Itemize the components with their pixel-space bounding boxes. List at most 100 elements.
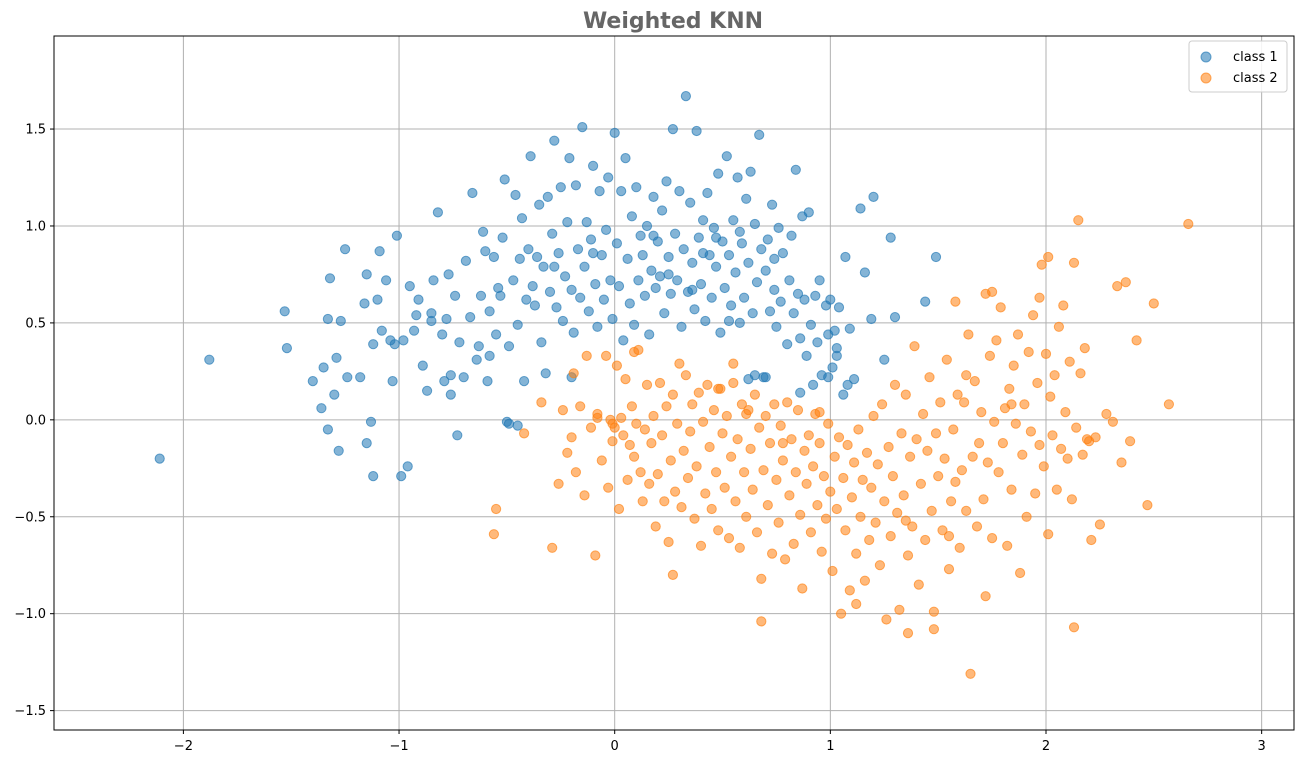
data-point-class-1 bbox=[721, 151, 732, 162]
data-point-class-2 bbox=[1019, 399, 1030, 410]
data-point-class-1 bbox=[773, 222, 784, 233]
data-point-class-1 bbox=[700, 315, 711, 327]
data-point-class-2 bbox=[784, 490, 795, 501]
data-point-class-2 bbox=[782, 397, 793, 408]
data-point-class-1 bbox=[335, 315, 346, 327]
data-point-class-2 bbox=[915, 478, 927, 489]
data-point-class-2 bbox=[1049, 370, 1060, 381]
data-point-class-2 bbox=[961, 370, 972, 381]
data-point-class-2 bbox=[635, 467, 646, 478]
data-point-class-1 bbox=[516, 213, 528, 224]
data-point-class-2 bbox=[641, 379, 653, 390]
data-point-class-1 bbox=[678, 244, 689, 255]
data-point-class-2 bbox=[1075, 368, 1086, 379]
data-point-class-2 bbox=[902, 550, 914, 561]
data-point-class-2 bbox=[851, 598, 862, 610]
data-point-class-1 bbox=[413, 294, 424, 305]
data-point-class-1 bbox=[536, 337, 547, 348]
data-point-class-1 bbox=[624, 298, 635, 309]
data-point-class-2 bbox=[823, 418, 834, 429]
data-point-class-2 bbox=[728, 358, 739, 369]
data-point-class-2 bbox=[844, 585, 855, 596]
data-point-class-2 bbox=[1043, 529, 1054, 540]
data-point-class-2 bbox=[833, 432, 845, 443]
data-point-class-2 bbox=[943, 531, 955, 542]
data-point-class-1 bbox=[514, 253, 525, 264]
x-tick-label: −2 bbox=[174, 739, 193, 754]
data-point-class-1 bbox=[340, 244, 351, 255]
data-point-class-2 bbox=[928, 606, 940, 617]
data-point-class-2 bbox=[797, 583, 808, 594]
data-point-class-2 bbox=[827, 565, 838, 577]
data-point-class-2 bbox=[961, 505, 972, 516]
data-point-class-2 bbox=[708, 405, 720, 416]
data-point-class-1 bbox=[622, 253, 633, 264]
data-point-class-2 bbox=[963, 329, 974, 340]
data-point-class-1 bbox=[786, 230, 797, 241]
data-point-class-1 bbox=[473, 341, 484, 352]
data-point-class-2 bbox=[570, 467, 582, 478]
data-point-class-1 bbox=[784, 275, 795, 286]
data-point-class-2 bbox=[1101, 408, 1112, 420]
data-point-class-2 bbox=[898, 490, 909, 501]
data-point-class-1 bbox=[631, 182, 642, 193]
data-point-class-2 bbox=[739, 467, 750, 478]
data-point-class-1 bbox=[575, 292, 586, 303]
data-point-class-2 bbox=[568, 368, 579, 379]
data-point-class-1 bbox=[825, 294, 836, 305]
data-point-class-1 bbox=[695, 279, 707, 290]
data-point-class-2 bbox=[889, 379, 901, 390]
data-point-class-1 bbox=[471, 354, 482, 365]
data-point-class-1 bbox=[706, 292, 717, 303]
data-point-class-2 bbox=[713, 525, 724, 536]
data-point-class-2 bbox=[840, 525, 851, 536]
data-point-class-1 bbox=[555, 182, 566, 193]
data-point-class-1 bbox=[739, 292, 750, 303]
data-point-class-2 bbox=[1030, 488, 1041, 499]
data-point-class-2 bbox=[723, 533, 735, 544]
data-point-class-2 bbox=[519, 428, 530, 439]
data-point-class-2 bbox=[1071, 422, 1082, 433]
y-tick-label: 0.5 bbox=[25, 316, 46, 331]
data-point-class-2 bbox=[646, 438, 657, 449]
data-point-class-1 bbox=[767, 199, 778, 210]
data-point-class-1 bbox=[713, 168, 724, 179]
data-point-class-2 bbox=[857, 474, 868, 485]
data-point-class-2 bbox=[1086, 534, 1097, 546]
data-point-class-1 bbox=[361, 438, 372, 449]
data-point-class-1 bbox=[480, 246, 491, 257]
data-point-class-1 bbox=[732, 172, 743, 183]
data-point-class-2 bbox=[991, 335, 1002, 346]
data-point-class-1 bbox=[426, 315, 437, 327]
data-point-class-1 bbox=[519, 376, 530, 387]
data-point-class-2 bbox=[706, 503, 717, 515]
data-point-class-2 bbox=[853, 424, 864, 435]
data-point-class-2 bbox=[790, 467, 801, 478]
data-point-class-1 bbox=[760, 265, 771, 276]
data-point-class-2 bbox=[557, 405, 569, 416]
y-tick-label: 0.0 bbox=[25, 413, 46, 428]
data-point-class-2 bbox=[769, 399, 780, 410]
data-point-class-2 bbox=[1112, 281, 1123, 292]
data-point-class-2 bbox=[672, 418, 683, 429]
data-point-class-1 bbox=[387, 376, 398, 387]
legend: class 1 class 2 bbox=[1188, 40, 1288, 93]
data-point-class-1 bbox=[355, 372, 366, 383]
data-point-class-2 bbox=[788, 538, 799, 550]
data-point-class-1 bbox=[598, 294, 610, 305]
data-point-class-1 bbox=[708, 222, 720, 233]
data-point-class-2 bbox=[1066, 494, 1078, 505]
data-point-class-2 bbox=[736, 399, 748, 410]
data-point-class-2 bbox=[1010, 418, 1021, 429]
y-tick-label: 1.0 bbox=[25, 219, 46, 234]
data-point-class-1 bbox=[368, 471, 379, 482]
data-point-class-1 bbox=[510, 189, 521, 201]
data-point-class-2 bbox=[687, 399, 698, 410]
data-point-class-1 bbox=[689, 304, 700, 315]
x-tick-label: 3 bbox=[1258, 739, 1266, 754]
data-point-class-2 bbox=[488, 529, 499, 540]
data-point-class-2 bbox=[849, 457, 860, 468]
data-point-class-1 bbox=[585, 234, 597, 245]
data-point-class-2 bbox=[622, 474, 633, 485]
data-point-class-1 bbox=[644, 329, 655, 340]
